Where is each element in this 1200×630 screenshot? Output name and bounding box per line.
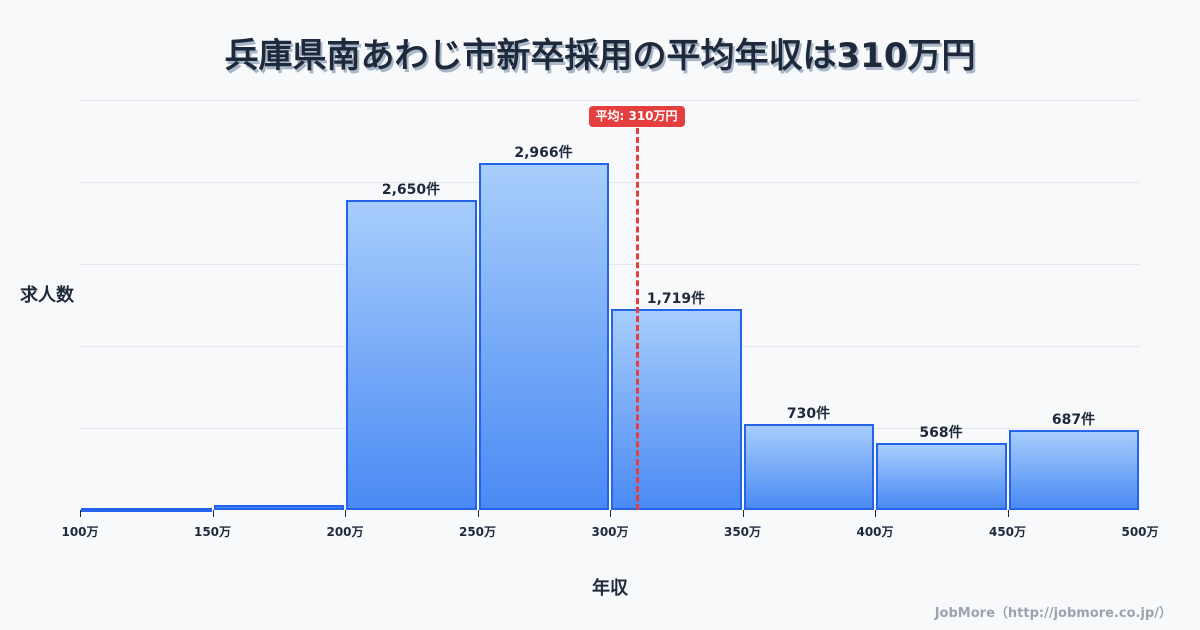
bar-value-label: 1,719件 — [646, 290, 706, 307]
histogram-bar[interactable] — [346, 199, 477, 510]
average-badge: 平均: 310万円 — [588, 106, 685, 127]
x-axis-tick — [742, 510, 744, 517]
average-line — [635, 128, 639, 510]
histogram-bar[interactable] — [1008, 429, 1139, 510]
histogram-bar[interactable] — [81, 508, 212, 512]
x-axis-tick — [212, 510, 214, 517]
histogram-bar[interactable] — [478, 162, 609, 510]
x-axis-label: 年収 — [592, 578, 628, 599]
x-tick-label: 300万 — [591, 525, 629, 539]
x-tick-label: 250万 — [458, 525, 497, 539]
x-axis-tick — [477, 510, 479, 517]
bar-value-label: 730件 — [786, 406, 831, 423]
x-axis-tick — [610, 510, 611, 517]
histogram-bar[interactable] — [213, 504, 344, 510]
x-tick-label: 150万 — [193, 525, 232, 539]
x-axis-tick — [345, 510, 346, 517]
y-axis-label: 求人数 — [20, 285, 74, 306]
chart-title: 兵庫県南あわじ市新卒採用の平均年収は310万円 — [224, 36, 976, 76]
histogram-bar[interactable] — [611, 308, 742, 510]
bar-value-label: 687件 — [1051, 411, 1096, 428]
x-axis-tick — [875, 510, 876, 517]
x-axis-tick — [80, 510, 81, 517]
x-tick-label: 500万 — [1121, 525, 1159, 539]
x-tick-label: 450万 — [988, 525, 1027, 539]
bar-value-label: 2,966件 — [514, 144, 573, 161]
bar-value-label: 568件 — [919, 425, 963, 442]
histogram-bar[interactable] — [743, 424, 874, 510]
gridline — [80, 428, 1140, 429]
gridline — [80, 182, 1140, 183]
credit-text: JobMore（http://jobmore.co.jp/） — [934, 606, 1172, 621]
x-axis-tick — [1007, 510, 1009, 517]
x-tick-label: 100万 — [61, 525, 99, 539]
x-tick-label: 400万 — [856, 525, 894, 539]
x-tick-label: 350万 — [723, 525, 762, 539]
bar-value-label: 2,650件 — [381, 181, 441, 198]
gridline — [80, 264, 1140, 265]
gridline — [80, 346, 1140, 347]
histogram-bar[interactable] — [876, 443, 1007, 510]
x-tick-label: 200万 — [326, 525, 364, 539]
gridline — [80, 100, 1140, 101]
